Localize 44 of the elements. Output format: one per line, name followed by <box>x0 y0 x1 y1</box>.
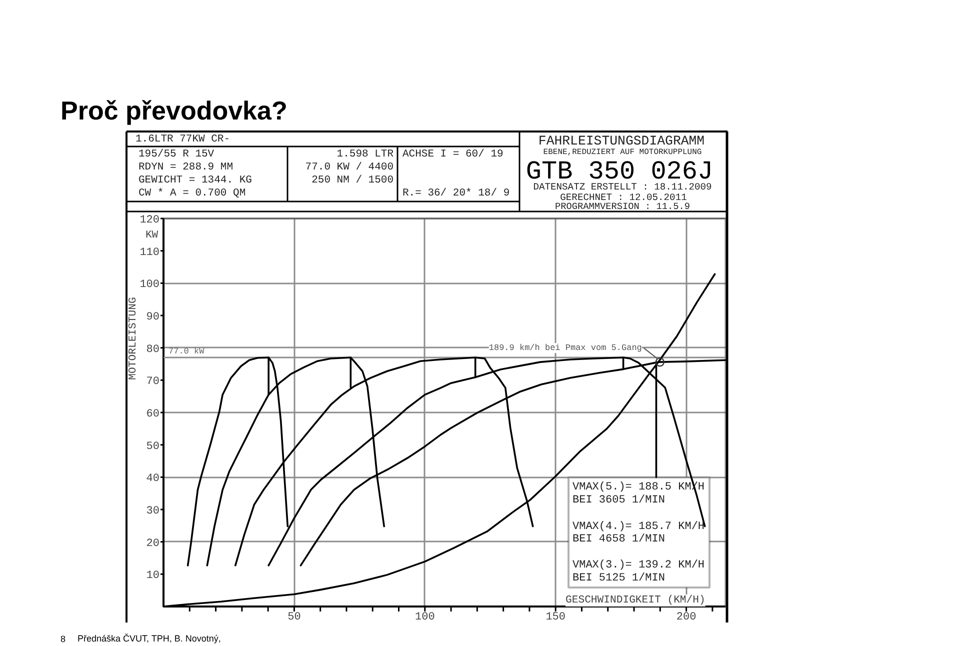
x-tick-label: 150 <box>546 612 566 624</box>
y-tick-label: 40 <box>146 473 160 486</box>
text: GEWICHT = 1344. KG <box>138 174 252 186</box>
text: PROGRAMMVERSION : 11.5.9 <box>554 201 690 212</box>
text: 8 <box>60 634 66 644</box>
x-tick-label: 200 <box>676 612 696 624</box>
y-tick-label: 120 <box>140 214 160 226</box>
text: ACHSE I = 60/ 19 <box>402 148 504 160</box>
text: EBENE,REDUZIERT AUF MOTORKUPPLUNG <box>543 148 702 157</box>
y-tick-label: 80 <box>146 344 160 356</box>
y-tick-label: 70 <box>146 376 160 388</box>
annotation: 189.9 km/h bei Pmax vom 5.Gang <box>488 343 642 354</box>
text: CW * A = 0.700 QM <box>138 188 246 200</box>
text: 1.6LTR 77KW CR- <box>136 134 230 146</box>
text: 1.598 LTR <box>336 148 394 160</box>
chart-subtitle: FAHRLEISTUNGSDIAGRAMM <box>538 134 705 148</box>
y-tick-label: 50 <box>146 440 160 453</box>
text: GERECHNET : 12.05.2011 <box>560 192 688 203</box>
annotation: VMAX(3.)= 139.2 KM/H <box>572 560 705 572</box>
annotation: BEI 3605 1/MIN <box>572 494 665 506</box>
chart-title: Proč převodovka? <box>60 96 288 126</box>
y-tick-label: 10 <box>146 570 160 582</box>
annotation: BEI 4658 1/MIN <box>572 534 665 546</box>
y-axis-title: MOTORLEISTUNG <box>128 297 140 380</box>
annotation: VMAX(4.)= 185.7 KM/H <box>572 521 705 533</box>
ref-line-label: 77.0 kW <box>168 346 206 357</box>
text: 195/55 R 15V <box>138 148 215 160</box>
y-tick-label: 110 <box>140 246 160 259</box>
annotation: BEI 5125 1/MIN <box>572 572 665 584</box>
y-tick-label: 20 <box>146 538 160 550</box>
text: KW <box>146 230 159 242</box>
y-tick-label: 30 <box>146 506 160 518</box>
x-tick-label: 50 <box>288 612 301 624</box>
text: RDYN = 288.9 MM <box>138 162 234 174</box>
y-tick-label: 60 <box>146 408 160 420</box>
x-tick-label: 100 <box>414 612 435 624</box>
y-tick-label: 90 <box>146 312 160 324</box>
text: 77.0 KW / 4400 <box>305 162 394 174</box>
text: 250 NM / 1500 <box>312 174 394 186</box>
x-axis-title: GESCHWINDIGKEIT (KM/H) <box>566 594 706 606</box>
y-tick-label: 100 <box>140 279 160 292</box>
text: DATENSATZ ERSTELLT : 18.11.2009 <box>533 182 712 192</box>
text: Přednáška ČVUT, TPH, B. Novotný, <box>78 634 221 644</box>
text: R.= 36/ 20* 18/ 9 <box>402 188 510 200</box>
